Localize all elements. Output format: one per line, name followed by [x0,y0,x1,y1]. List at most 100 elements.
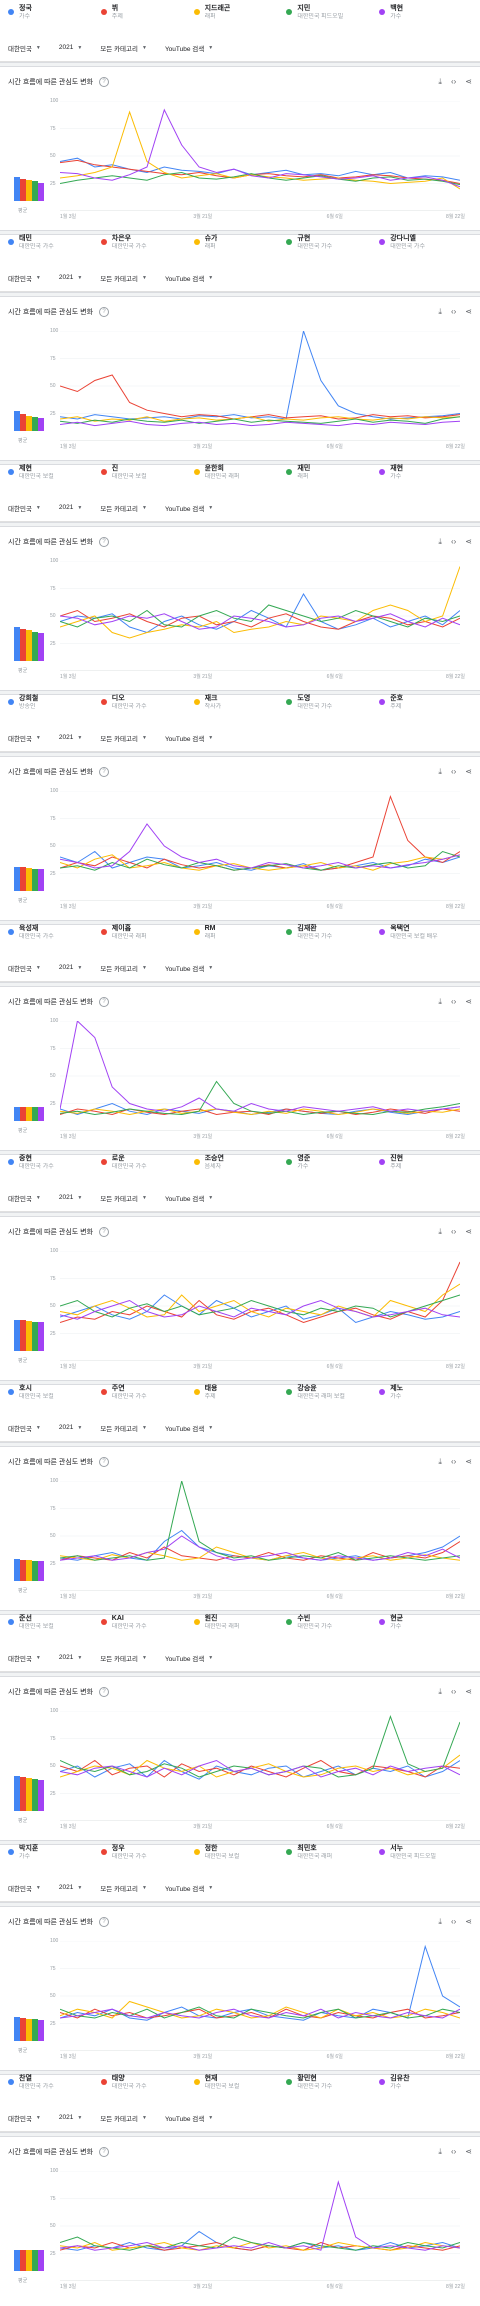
year-filter[interactable]: 2021 ▼ [59,734,82,741]
trend-line-chart[interactable] [60,1711,460,1821]
trend-line-chart[interactable] [60,331,460,441]
search-term-2[interactable]: 차은우 대한민국 가수 [100,234,194,264]
source-filter[interactable]: YouTube 검색 ▼ [165,963,213,973]
search-term-3[interactable]: 윤한희 대한민국 래퍼 [193,464,287,494]
search-term-4[interactable]: 수빈 대한민국 가수 [286,1614,379,1644]
year-filter[interactable]: 2021 ▼ [59,1654,82,1661]
year-filter[interactable]: 2021 ▼ [59,964,82,971]
embed-icon[interactable]: ‹› [450,1687,457,1696]
trend-line-chart[interactable] [60,561,460,671]
share-icon[interactable]: ⋖ [465,1687,472,1696]
region-filter[interactable]: 대한민국 ▼ [8,43,41,53]
category-filter[interactable]: 모든 카테고리 ▼ [100,503,147,513]
search-term-4[interactable]: 강승윤 대한민국 래퍼 보컬 [286,1384,379,1414]
share-icon[interactable]: ⋖ [465,537,472,546]
source-filter[interactable]: YouTube 검색 ▼ [165,273,213,283]
search-term-2[interactable]: 로운 대한민국 가수 [100,1154,194,1184]
search-term-3[interactable]: 재크 작사가 [193,694,287,724]
search-term-1[interactable]: 박지훈 가수 [8,1844,101,1874]
search-term-5[interactable]: 현균 가수 [379,1614,472,1644]
search-term-1[interactable]: 육성재 대한민국 가수 [8,924,101,954]
search-term-5[interactable]: 김유찬 가수 [379,2074,472,2104]
search-term-5[interactable]: 서누 대한민국 피드오빌 [379,1844,472,1874]
search-term-2[interactable]: 정우 대한민국 가수 [100,1844,194,1874]
embed-icon[interactable]: ‹› [450,307,457,316]
region-filter[interactable]: 대한민국 ▼ [8,1193,41,1203]
region-filter[interactable]: 대한민국 ▼ [8,963,41,973]
source-filter[interactable]: YouTube 검색 ▼ [165,43,213,53]
source-filter[interactable]: YouTube 검색 ▼ [165,733,213,743]
year-filter[interactable]: 2021 ▼ [59,1194,82,1201]
trend-line-chart[interactable] [60,2171,460,2281]
trend-line-chart[interactable] [60,1941,460,2051]
search-term-4[interactable]: 규현 대한민국 가수 [286,234,379,264]
search-term-2[interactable]: 뷔 주제 [100,4,194,34]
share-icon[interactable]: ⋖ [465,997,472,1006]
search-term-4[interactable]: 도영 대한민국 가수 [286,694,379,724]
source-filter[interactable]: YouTube 검색 ▼ [165,503,213,513]
help-icon[interactable]: ? [99,1917,110,1927]
source-filter[interactable]: YouTube 검색 ▼ [165,1193,213,1203]
source-filter[interactable]: YouTube 검색 ▼ [165,1653,213,1663]
search-term-1[interactable]: 준선 대한민국 보컬 [8,1614,101,1644]
search-term-3[interactable]: 정한 대한민국 보컬 [193,1844,287,1874]
category-filter[interactable]: 모든 카테고리 ▼ [100,733,147,743]
search-term-5[interactable]: 옥택연 대한민국 보컬 배우 [379,924,472,954]
search-term-1[interactable]: 중현 대한민국 가수 [8,1154,101,1184]
help-icon[interactable]: ? [99,537,110,547]
year-filter[interactable]: 2021 ▼ [59,44,82,51]
search-term-4[interactable]: 김재환 대한민국 가수 [286,924,379,954]
search-term-1[interactable]: 태민 대한민국 가수 [8,234,101,264]
category-filter[interactable]: 모든 카테고리 ▼ [100,1883,147,1893]
help-icon[interactable]: ? [99,77,110,87]
region-filter[interactable]: 대한민국 ▼ [8,2113,41,2123]
trend-line-chart[interactable] [60,791,460,901]
search-term-5[interactable]: 진현 주제 [379,1154,472,1184]
category-filter[interactable]: 모든 카테고리 ▼ [100,43,147,53]
region-filter[interactable]: 대한민국 ▼ [8,1653,41,1663]
help-icon[interactable]: ? [99,2147,110,2157]
search-term-1[interactable]: 정국 가수 [8,4,101,34]
embed-icon[interactable]: ‹› [450,537,457,546]
search-term-1[interactable]: 호시 대한민국 보컬 [8,1384,101,1414]
share-icon[interactable]: ⋖ [465,1917,472,1926]
search-term-5[interactable]: 백현 가수 [379,4,472,34]
search-term-2[interactable]: 디오 대한민국 가수 [100,694,194,724]
category-filter[interactable]: 모든 카테고리 ▼ [100,1193,147,1203]
trend-line-chart[interactable] [60,101,460,211]
search-term-3[interactable]: 슈가 래퍼 [193,234,287,264]
year-filter[interactable]: 2021 ▼ [59,1884,82,1891]
search-term-4[interactable]: 황민현 대한민국 가수 [286,2074,379,2104]
download-icon[interactable]: ⤓ [438,307,442,316]
source-filter[interactable]: YouTube 검색 ▼ [165,1883,213,1893]
search-term-4[interactable]: 지민 대한민국 피드오빌 [286,4,379,34]
help-icon[interactable]: ? [99,1457,110,1467]
search-term-5[interactable]: 준호 주제 [379,694,472,724]
embed-icon[interactable]: ‹› [450,77,457,86]
search-term-5[interactable]: 제노 가수 [379,1384,472,1414]
search-term-1[interactable]: 찬열 대한민국 가수 [8,2074,101,2104]
search-term-4[interactable]: 최민호 대한민국 래퍼 [286,1844,379,1874]
search-term-5[interactable]: 재현 가수 [379,464,472,494]
share-icon[interactable]: ⋖ [465,1227,472,1236]
embed-icon[interactable]: ‹› [450,1227,457,1236]
embed-icon[interactable]: ‹› [450,997,457,1006]
trend-line-chart[interactable] [60,1251,460,1361]
download-icon[interactable]: ⤓ [438,997,442,1006]
download-icon[interactable]: ⤓ [438,1687,442,1696]
embed-icon[interactable]: ‹› [450,2147,457,2156]
help-icon[interactable]: ? [99,1687,110,1697]
embed-icon[interactable]: ‹› [450,767,457,776]
search-term-2[interactable]: 진 대한민국 보컬 [100,464,194,494]
embed-icon[interactable]: ‹› [450,1917,457,1926]
share-icon[interactable]: ⋖ [465,1457,472,1466]
year-filter[interactable]: 2021 ▼ [59,2114,82,2121]
download-icon[interactable]: ⤓ [438,767,442,776]
category-filter[interactable]: 모든 카테고리 ▼ [100,1423,147,1433]
region-filter[interactable]: 대한민국 ▼ [8,1423,41,1433]
download-icon[interactable]: ⤓ [438,1457,442,1466]
category-filter[interactable]: 모든 카테고리 ▼ [100,1653,147,1663]
search-term-2[interactable]: 주연 대한민국 가수 [100,1384,194,1414]
search-term-1[interactable]: 강희철 방송인 [8,694,101,724]
search-term-3[interactable]: 조승연 음세자 [193,1154,287,1184]
